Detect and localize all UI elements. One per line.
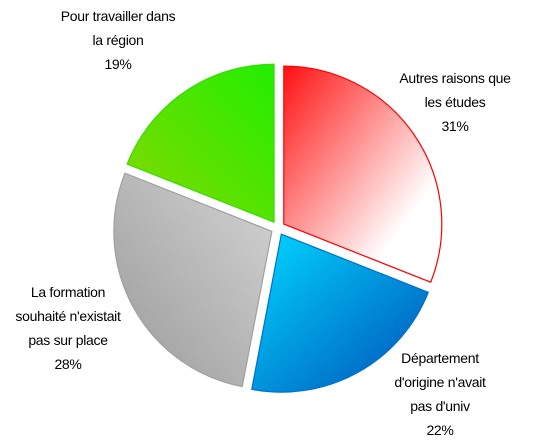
- slice-label: Département d'origine n'avait pas d'univ: [394, 350, 486, 414]
- pie-slice: [126, 63, 275, 224]
- slice-value-label: 28%: [54, 356, 81, 372]
- slice-label: Autres raisons que les études: [399, 70, 511, 110]
- pie-slice: [283, 65, 443, 284]
- slice-value-label: 19%: [104, 56, 131, 72]
- slice-label: Pour travailler dans la région: [61, 8, 176, 48]
- pie-slice: [113, 172, 273, 388]
- pie-slice: [251, 233, 430, 393]
- slice-value-label: 31%: [441, 118, 468, 134]
- slice-label: La formation souhaité n'existait pas sur p…: [15, 284, 121, 348]
- slice-value-label: 22%: [426, 422, 453, 438]
